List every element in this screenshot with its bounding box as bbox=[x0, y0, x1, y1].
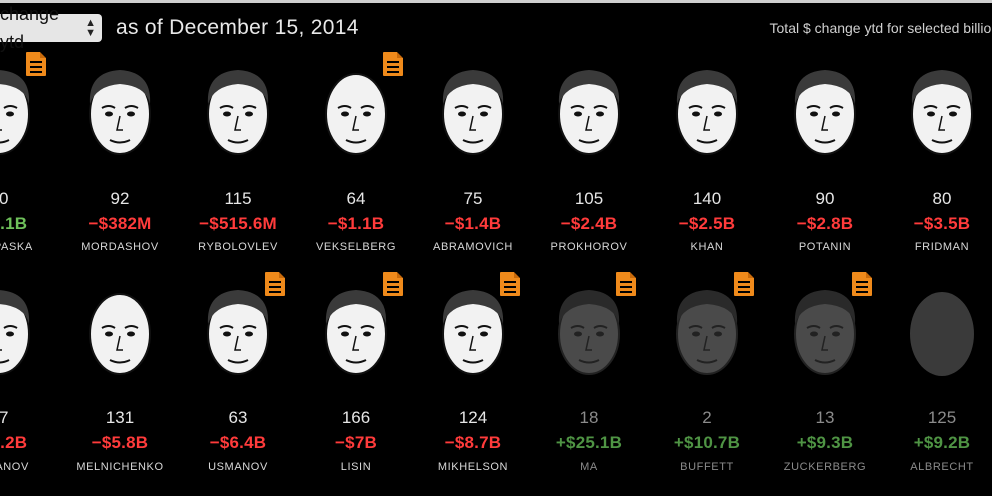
ytd-change-value: −$8.7B bbox=[444, 433, 502, 452]
ytd-change-value: −$5.2B bbox=[0, 433, 28, 452]
as-of-date: as of December 15, 2014 bbox=[116, 16, 359, 39]
rank-number: 2 bbox=[702, 408, 712, 427]
document-icon[interactable] bbox=[852, 272, 872, 296]
portrait-icon[interactable] bbox=[0, 64, 37, 160]
ytd-change-value: −$382M bbox=[88, 214, 152, 233]
rank-number: 37 bbox=[0, 408, 9, 427]
billionaire-name: MORDASHOV bbox=[81, 241, 159, 253]
billionaire-name: MIKHELSON bbox=[437, 461, 509, 473]
ytd-change-value: −$5.8B bbox=[91, 433, 149, 452]
portrait-icon[interactable] bbox=[787, 284, 863, 380]
billionaire-name: ZUCKERBERG bbox=[783, 461, 867, 473]
rank-number: 125 bbox=[927, 408, 957, 427]
portrait-icon[interactable] bbox=[551, 284, 627, 380]
portrait-icon[interactable] bbox=[904, 64, 980, 160]
document-icon[interactable] bbox=[265, 272, 285, 296]
ytd-change-value: −$1.4B bbox=[444, 214, 502, 233]
billionaire-name: POTANIN bbox=[798, 241, 852, 253]
billionaire-name: ALBRECHT bbox=[910, 461, 974, 473]
rank-number: 60 bbox=[0, 189, 9, 208]
rank-number: 105 bbox=[574, 189, 604, 208]
ytd-change-value: −$515.6M bbox=[199, 214, 277, 233]
billionaire-name: RYBOLOVLEV bbox=[198, 241, 278, 253]
rank-number: 13 bbox=[815, 408, 835, 427]
portrait-icon[interactable] bbox=[0, 284, 37, 380]
portrait-icon[interactable] bbox=[82, 64, 158, 160]
rank-number: 75 bbox=[463, 189, 483, 208]
portrait-icon[interactable] bbox=[318, 284, 394, 380]
billionaire-name: USMANOV bbox=[208, 461, 268, 473]
portrait-icon[interactable] bbox=[200, 284, 276, 380]
document-icon[interactable] bbox=[500, 272, 520, 296]
portrait-icon[interactable] bbox=[318, 64, 394, 160]
ytd-change-value: +$25.1B bbox=[555, 433, 623, 452]
portrait-icon[interactable] bbox=[669, 64, 745, 160]
total-change-label: Total $ change ytd for selected billiona… bbox=[769, 20, 992, 36]
billionaire-name: PROKHOROV bbox=[550, 241, 628, 253]
rank-number: 115 bbox=[224, 189, 252, 208]
ytd-change-value: +$10.7B bbox=[673, 433, 741, 452]
billionaire-name: KHAN bbox=[690, 241, 724, 253]
portrait-icon[interactable] bbox=[669, 284, 745, 380]
rank-number: 63 bbox=[228, 408, 248, 427]
portrait-icon[interactable] bbox=[787, 64, 863, 160]
billionaire-name: VEKSELBERG bbox=[316, 241, 396, 253]
billionaire-name: ABRAMOVICH bbox=[433, 241, 513, 253]
rank-number: 80 bbox=[932, 189, 952, 208]
ytd-change-value: −$7B bbox=[335, 433, 377, 452]
portrait-icon[interactable] bbox=[435, 284, 511, 380]
rank-number: 140 bbox=[692, 189, 722, 208]
document-icon[interactable] bbox=[383, 52, 403, 76]
ytd-change-value: −$3.5B bbox=[913, 214, 971, 233]
document-icon[interactable] bbox=[383, 272, 403, 296]
portrait-icon[interactable] bbox=[200, 64, 276, 160]
rank-number: 64 bbox=[346, 189, 366, 208]
rank-number: 124 bbox=[458, 408, 488, 427]
portrait-icon[interactable] bbox=[82, 284, 158, 380]
billionaire-name: MELNICHENKO bbox=[76, 461, 164, 473]
portrait-icon[interactable] bbox=[551, 64, 627, 160]
ytd-change-value: +$1.1B bbox=[0, 214, 28, 233]
portrait-icon[interactable] bbox=[435, 64, 511, 160]
rank-number: 92 bbox=[110, 189, 130, 208]
ytd-change-value: −$1.1B bbox=[327, 214, 385, 233]
billionaire-name: LISIN bbox=[340, 461, 372, 473]
document-icon[interactable] bbox=[616, 272, 636, 296]
document-icon[interactable] bbox=[734, 272, 754, 296]
rank-number: 18 bbox=[579, 408, 599, 427]
billionaire-name: MA bbox=[580, 461, 598, 473]
ytd-change-value: −$2.4B bbox=[560, 214, 618, 233]
ytd-change-value: −$2.5B bbox=[678, 214, 736, 233]
ytd-change-value: −$2.8B bbox=[796, 214, 854, 233]
document-icon[interactable] bbox=[26, 52, 46, 76]
billionaire-name: FRIDMAN bbox=[914, 241, 970, 253]
billionaire-name: USMANOV bbox=[0, 461, 29, 473]
billionaire-name: DERIPASKA bbox=[0, 241, 33, 253]
ytd-change-value: −$6.4B bbox=[209, 433, 267, 452]
metric-select-label: change ytd bbox=[0, 4, 60, 52]
portrait-icon[interactable] bbox=[904, 284, 980, 380]
billionaire-name: BUFFETT bbox=[680, 461, 734, 473]
top-rule bbox=[0, 0, 992, 3]
rank-number: 166 bbox=[341, 408, 371, 427]
rank-number: 131 bbox=[105, 408, 135, 427]
ytd-change-value: +$9.2B bbox=[913, 433, 971, 452]
ytd-change-value: +$9.3B bbox=[796, 433, 854, 452]
up-down-chevron-icon: ▲ ▼ bbox=[85, 17, 96, 39]
metric-select[interactable]: change ytd ▲ ▼ bbox=[0, 4, 102, 52]
header-bar: change ytd ▲ ▼ as of December 15, 2014 To… bbox=[0, 4, 992, 52]
rank-number: 90 bbox=[815, 189, 835, 208]
